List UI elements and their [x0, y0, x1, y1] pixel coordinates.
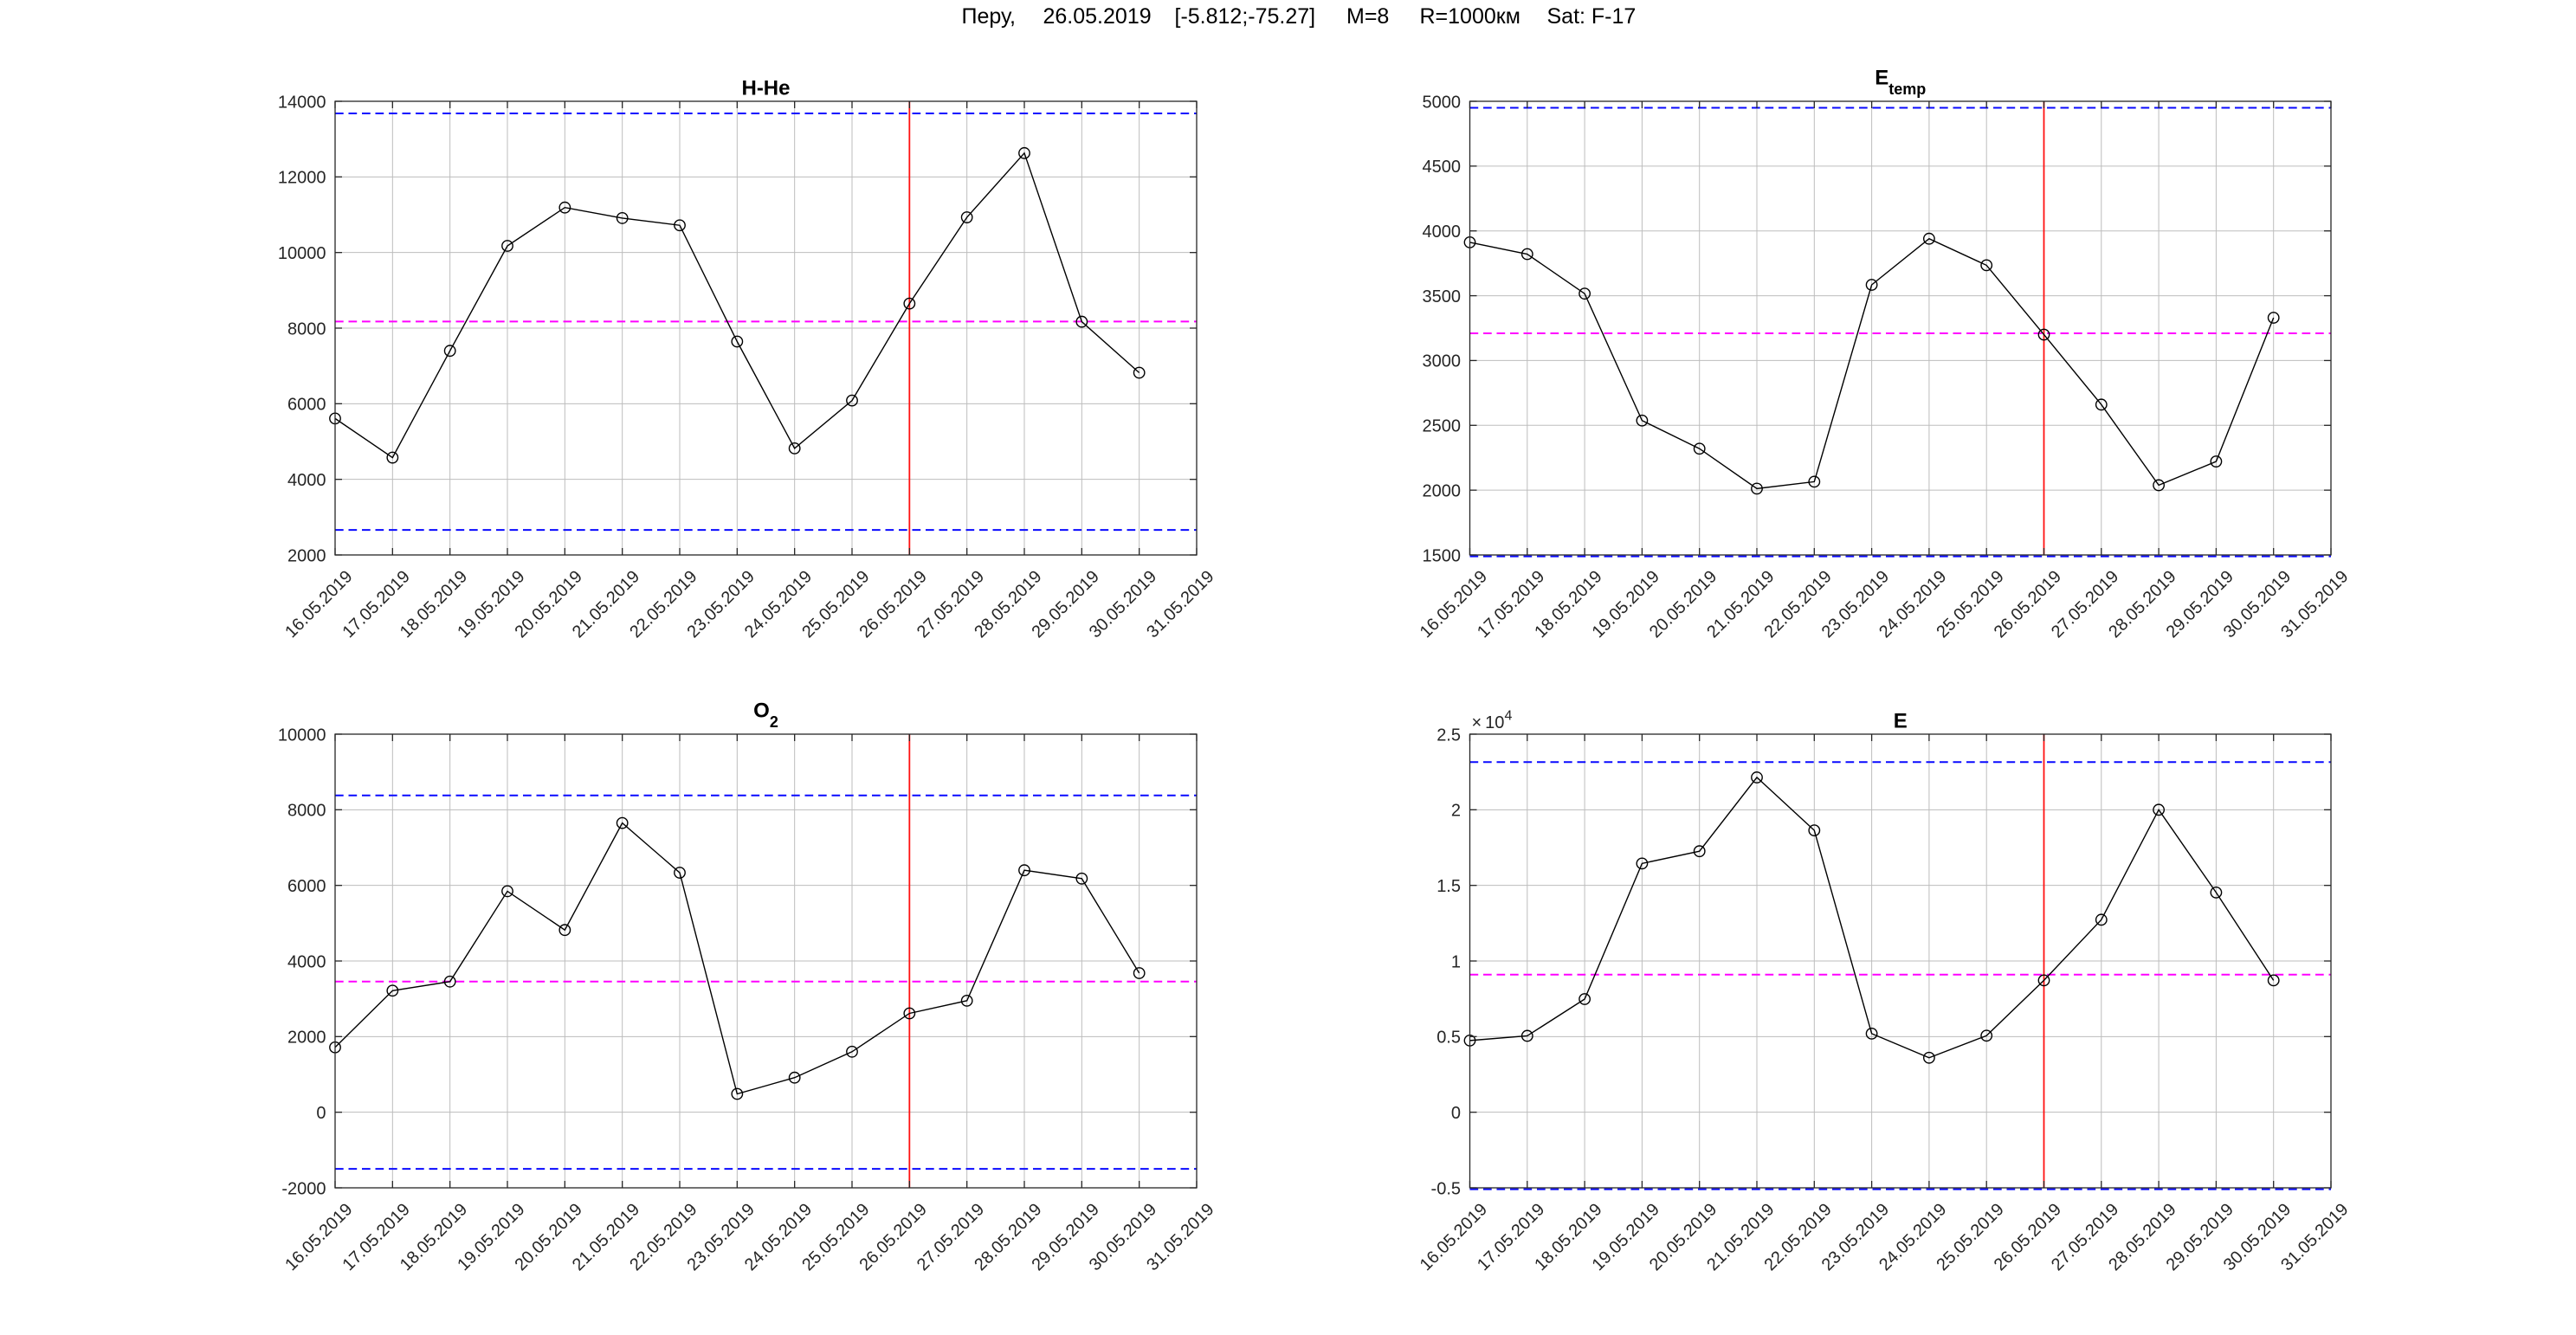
svg-text:4000: 4000	[1423, 222, 1462, 242]
svg-text:E: E	[1894, 710, 1908, 733]
svg-text:2000: 2000	[287, 1029, 326, 1048]
svg-text:-2000: -2000	[281, 1179, 326, 1198]
svg-text:[-5.812;-75.27]: [-5.812;-75.27]	[1175, 4, 1316, 29]
svg-text:0: 0	[316, 1104, 326, 1123]
svg-text:4000: 4000	[287, 952, 326, 971]
svg-text:1.5: 1.5	[1436, 877, 1461, 896]
svg-text:R=1000км: R=1000км	[1420, 4, 1520, 29]
svg-text:1: 1	[1451, 952, 1461, 971]
svg-text:2000: 2000	[1423, 481, 1462, 500]
svg-text:6000: 6000	[287, 877, 326, 896]
svg-text:0.5: 0.5	[1436, 1029, 1461, 1048]
svg-text:5000: 5000	[1423, 93, 1462, 112]
svg-text:1500: 1500	[1423, 546, 1462, 565]
svg-text:2: 2	[1451, 802, 1461, 821]
svg-text:M=8: M=8	[1346, 4, 1389, 29]
svg-text:3000: 3000	[1423, 352, 1462, 371]
svg-text:2.5: 2.5	[1436, 726, 1461, 745]
svg-text:8000: 8000	[287, 319, 326, 339]
svg-text:3500: 3500	[1423, 287, 1462, 306]
svg-text:12000: 12000	[278, 169, 326, 188]
svg-text:10000: 10000	[278, 726, 326, 745]
svg-text:26.05.2019: 26.05.2019	[1043, 4, 1152, 29]
svg-text:4500: 4500	[1423, 158, 1462, 177]
svg-text:Sat: F-17: Sat: F-17	[1547, 4, 1637, 29]
svg-text:8000: 8000	[287, 802, 326, 821]
svg-text:6000: 6000	[287, 396, 326, 415]
svg-text:H-He: H-He	[741, 77, 790, 100]
svg-text:14000: 14000	[278, 93, 326, 112]
svg-text:2500: 2500	[1423, 417, 1462, 436]
svg-text:-0.5: -0.5	[1431, 1179, 1461, 1198]
svg-text:10000: 10000	[278, 244, 326, 263]
svg-text:0: 0	[1451, 1104, 1461, 1123]
svg-text:2000: 2000	[287, 546, 326, 565]
svg-text:4000: 4000	[287, 471, 326, 490]
svg-text:Перу,: Перу,	[962, 4, 1016, 29]
